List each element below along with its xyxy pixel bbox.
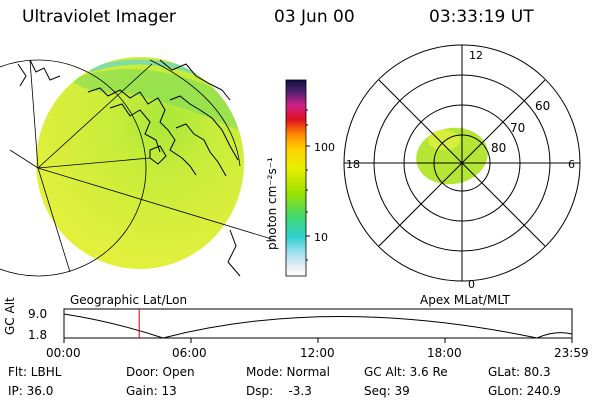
x-tick-1800: 18:00 xyxy=(427,346,462,360)
color-scale-bar xyxy=(285,79,307,277)
altitude-x-ticks xyxy=(63,338,573,343)
instrument-title: Ultraviolet Imager xyxy=(22,7,176,27)
lat-lon-grid xyxy=(0,59,276,277)
polar-plot: 12 6 0 18 60 70 80 xyxy=(343,44,581,291)
x-tick-0600: 06:00 xyxy=(172,346,207,360)
gain-info: Gain: 13 xyxy=(126,384,177,398)
glat-info: GLat: 80.3 xyxy=(488,365,551,379)
mlt-label-0: 0 xyxy=(468,278,475,291)
mode-info: Mode: Normal xyxy=(246,365,330,379)
seq-info: Seq: 39 xyxy=(364,384,410,398)
right-panel-label: Apex MLat/MLT xyxy=(420,293,510,307)
altitude-plot-frame xyxy=(63,308,573,339)
filter-info: Flt: LBHL xyxy=(8,365,62,379)
color-scale-ticks xyxy=(306,109,310,261)
door-info: Door: Open xyxy=(126,365,195,379)
colorbar-tick-100: 100 xyxy=(314,141,335,154)
coastlines xyxy=(17,59,241,277)
mlat-label-70: 70 xyxy=(510,121,525,135)
mlat-label-60: 60 xyxy=(535,99,550,113)
altitude-ymin: 1.8 xyxy=(28,328,48,342)
mlt-label-6: 6 xyxy=(568,158,575,171)
dayside-arc xyxy=(70,68,238,130)
colorbar-unit-label: photon cm⁻²s⁻¹ xyxy=(265,157,279,250)
altitude-ylabel: GC Alt xyxy=(3,297,17,335)
mlat-label-80: 80 xyxy=(491,141,506,155)
gc-alt-info: GC Alt: 3.6 Re xyxy=(364,365,448,379)
date-label: 03 Jun 00 xyxy=(274,7,355,27)
dsp-info: Dsp: -3.3 xyxy=(246,384,312,398)
mlt-label-18: 18 xyxy=(346,158,360,171)
time-label: 03:33:19 UT xyxy=(429,7,534,27)
polar-grid xyxy=(343,44,581,282)
ip-info: IP: 36.0 xyxy=(8,384,54,398)
x-tick-2359: 23:59 xyxy=(554,346,589,360)
altitude-curve xyxy=(63,313,573,339)
x-tick-1200: 12:00 xyxy=(300,346,335,360)
altitude-ymax: 9.0 xyxy=(28,307,48,321)
geographic-image xyxy=(0,57,276,277)
glon-info: GLon: 240.9 xyxy=(488,384,561,398)
left-panel-label: Geographic Lat/Lon xyxy=(70,293,188,307)
x-tick-0000: 00:00 xyxy=(46,346,81,360)
oval-bright-region xyxy=(428,130,460,150)
mlt-label-12: 12 xyxy=(469,49,483,62)
colorbar-tick-10: 10 xyxy=(314,231,328,244)
